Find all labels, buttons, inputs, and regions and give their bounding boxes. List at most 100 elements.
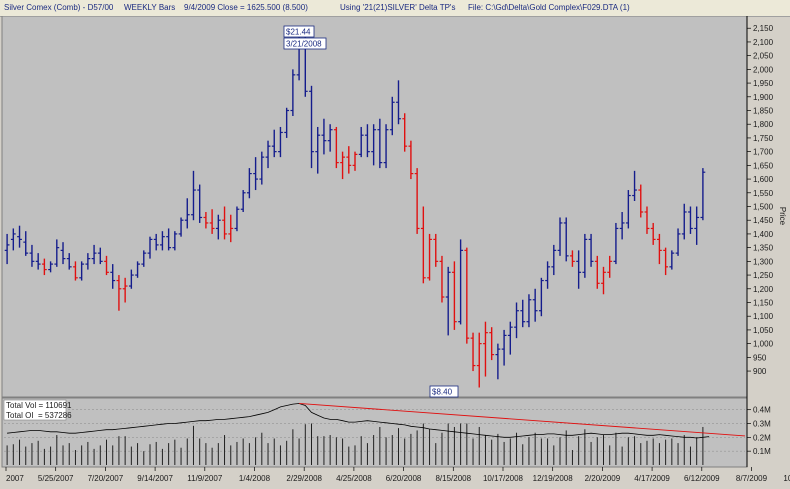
price-bar <box>309 85 314 169</box>
price-bar <box>10 228 16 251</box>
price-bar <box>582 233 588 278</box>
price-bar <box>551 244 557 276</box>
price-bar <box>700 168 706 221</box>
low-price-label: $8.40 <box>432 388 453 397</box>
price-bar <box>116 275 122 311</box>
price-bar <box>495 343 501 380</box>
price-bar <box>489 327 495 361</box>
price-tick-label: 1,250 <box>753 271 774 280</box>
price-bar <box>619 211 625 240</box>
price-bar <box>178 217 184 237</box>
price-bar <box>60 242 66 265</box>
price-bar <box>371 124 377 166</box>
price-axis-title: Price <box>778 207 787 226</box>
file-label: File: C:\Gd\Delta\Gold Complex\F029.DTA … <box>468 3 630 12</box>
date-tick-label: 7/20/2007 <box>88 474 124 483</box>
price-bar <box>128 269 134 289</box>
price-tick-label: 1,200 <box>753 285 774 294</box>
price-bar <box>333 126 339 169</box>
price-bar <box>35 253 41 270</box>
price-bar <box>160 231 165 251</box>
volume-axis: 0.4M 0.3M 0.2M 0.1M <box>747 406 771 456</box>
price-bar <box>688 206 693 234</box>
price-bar <box>346 146 352 174</box>
price-bar <box>520 299 526 328</box>
price-bar <box>613 222 619 265</box>
price-tick-label: 1,050 <box>753 326 774 335</box>
price-bar <box>253 157 259 191</box>
price-bar <box>458 239 464 325</box>
price-axis: 2,150 2,100 2,050 2,000 1,950 1,900 1,850 1,800… <box>747 24 774 376</box>
price-bar <box>445 266 451 336</box>
price-bar <box>240 190 246 212</box>
price-bar <box>215 214 221 240</box>
price-bar <box>470 332 476 372</box>
price-bar <box>79 261 85 281</box>
price-bar <box>632 170 637 202</box>
price-bar <box>545 261 550 289</box>
high-price-label: $21.44 <box>286 28 311 37</box>
price-bar <box>340 151 345 180</box>
volume-gridlines <box>4 409 745 452</box>
date-tick-label: 4/17/2009 <box>634 474 670 483</box>
price-bar <box>377 118 383 169</box>
low-annotation: $8.40 <box>429 385 459 398</box>
date-tick-label: 9/14/2007 <box>137 474 173 483</box>
bars-label: WEEKLY Bars <box>124 3 176 12</box>
high-annotation: $21.44 3/21/2008 <box>283 25 327 50</box>
price-bar <box>284 107 290 138</box>
price-bar <box>352 151 358 171</box>
price-tick-label: 1,350 <box>753 244 774 253</box>
date-tick-label: 2007 <box>6 474 24 483</box>
total-vol-label: Total Vol = 110691 <box>6 401 72 410</box>
volume-bars <box>6 423 704 465</box>
date-tick-label: 8/7/2009 <box>736 474 768 483</box>
price-bar <box>663 247 669 276</box>
price-bar <box>427 233 432 281</box>
price-bar <box>557 217 563 256</box>
price-tick-label: 1,750 <box>753 134 774 143</box>
price-tick-label: 1,400 <box>753 230 774 239</box>
date-tick-label: 11/9/2007 <box>187 474 223 483</box>
price-bar <box>172 231 178 251</box>
price-bar <box>389 96 395 136</box>
volume-pane <box>1 397 748 468</box>
price-bar <box>110 264 116 289</box>
price-bar <box>669 250 675 270</box>
price-bar <box>402 113 408 152</box>
price-bar <box>433 233 439 267</box>
price-tick-label: 1,700 <box>753 148 774 157</box>
price-bar <box>396 80 401 125</box>
price-bar <box>4 233 10 265</box>
price-bar <box>451 261 457 330</box>
price-tick-label: 1,900 <box>753 93 774 102</box>
price-bar <box>147 236 153 259</box>
price-bar <box>358 126 364 158</box>
price-bar <box>681 203 687 240</box>
high-date-label: 3/21/2008 <box>286 40 322 49</box>
price-bar <box>104 255 109 276</box>
price-bar <box>141 250 147 267</box>
price-tick-label: 2,000 <box>753 65 774 74</box>
price-tick-label: 950 <box>753 353 767 362</box>
price-bar <box>48 261 53 273</box>
price-bar <box>73 261 78 281</box>
price-bar <box>625 190 631 229</box>
volume-tick-label: 0.3M <box>753 420 771 429</box>
price-bar <box>85 253 91 270</box>
price-bar <box>327 124 333 152</box>
price-bar <box>166 228 172 251</box>
price-tick-label: 1,600 <box>753 175 774 184</box>
price-tick-label: 2,050 <box>753 52 774 61</box>
price-bar <box>222 206 227 240</box>
price-bar <box>507 321 513 355</box>
price-bar <box>246 168 252 199</box>
price-bar <box>532 288 538 322</box>
date-tick-label: 4/25/2008 <box>336 474 372 483</box>
price-bar <box>601 266 606 295</box>
price-bar <box>607 255 613 278</box>
date-tick-label: 6/12/2009 <box>684 474 720 483</box>
price-bar <box>315 126 321 174</box>
price-bar <box>23 231 29 256</box>
price-bar <box>265 140 271 169</box>
